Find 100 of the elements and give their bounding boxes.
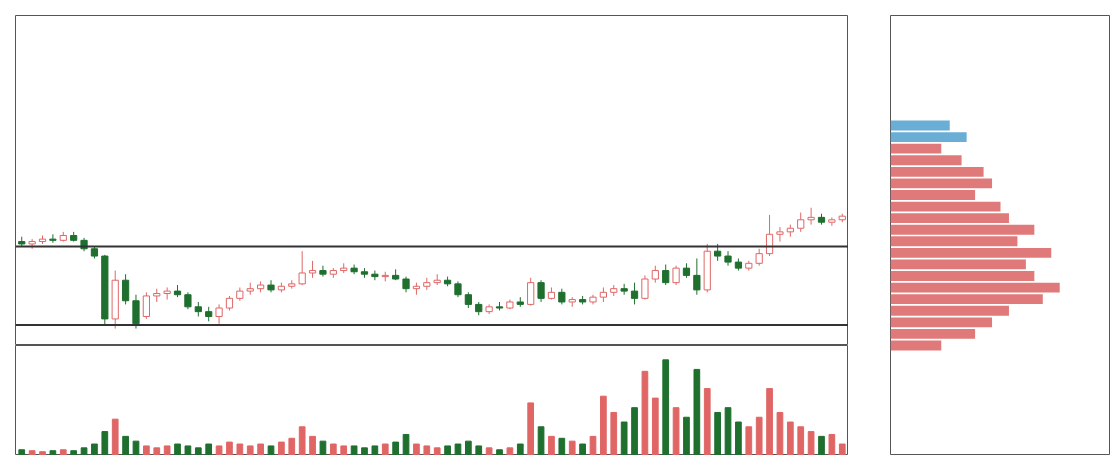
candlestick <box>672 265 680 286</box>
bar <box>683 416 690 455</box>
bar <box>745 426 753 455</box>
bar <box>70 450 78 455</box>
bar <box>568 440 576 455</box>
bar <box>205 443 213 455</box>
bar <box>890 190 976 200</box>
bar <box>807 431 815 455</box>
candlestick <box>132 294 140 330</box>
bar <box>797 426 805 455</box>
bar <box>423 445 431 455</box>
bar <box>91 443 98 455</box>
bar <box>215 445 223 455</box>
bar <box>59 449 67 455</box>
bar <box>786 421 794 455</box>
candlestick <box>641 274 649 301</box>
candlestick <box>537 279 545 303</box>
bar <box>776 411 784 455</box>
bar <box>496 449 503 455</box>
bar <box>101 431 109 455</box>
bar <box>558 437 566 455</box>
bar <box>340 445 348 455</box>
bar <box>516 443 524 455</box>
bar <box>319 440 327 455</box>
bar <box>413 443 420 455</box>
bar <box>506 447 514 455</box>
candlestick <box>371 270 379 281</box>
bar <box>662 359 670 455</box>
candlestick <box>724 250 732 267</box>
bar <box>433 447 441 455</box>
candlestick <box>828 216 836 227</box>
bar <box>39 451 46 455</box>
bar <box>475 445 483 455</box>
bar <box>485 447 493 455</box>
bar <box>371 445 379 455</box>
bar <box>226 441 233 455</box>
bar <box>184 445 192 455</box>
bar <box>257 443 264 455</box>
bar <box>620 421 628 455</box>
bar <box>735 421 742 455</box>
bar <box>838 443 846 455</box>
bar <box>309 435 316 455</box>
bar <box>122 435 129 455</box>
bar <box>329 443 337 455</box>
bar <box>350 445 358 455</box>
candlestick <box>163 286 171 301</box>
bar <box>80 447 88 455</box>
bar <box>579 443 586 455</box>
bar <box>288 437 296 455</box>
bar <box>246 445 254 455</box>
bar <box>381 443 389 455</box>
bar <box>18 449 26 455</box>
bar <box>890 271 1035 281</box>
bar <box>454 443 462 455</box>
bar <box>49 450 57 455</box>
bar <box>672 407 680 455</box>
candlestick <box>662 264 670 286</box>
bar <box>600 395 607 455</box>
bar <box>589 435 597 455</box>
candlestick <box>142 291 150 320</box>
bar <box>174 443 181 455</box>
bar <box>527 402 535 455</box>
bar <box>278 441 285 455</box>
candlestick <box>797 212 805 233</box>
bar <box>392 441 399 455</box>
candlestick <box>298 250 306 286</box>
bar <box>361 447 368 455</box>
bar <box>267 445 275 455</box>
bar <box>818 435 825 455</box>
bar <box>548 435 555 455</box>
bar <box>724 407 732 455</box>
candlestick <box>776 226 784 243</box>
bar <box>890 213 1009 224</box>
candlestick <box>215 303 223 325</box>
bar <box>610 411 618 455</box>
bar <box>890 259 1026 270</box>
bar <box>194 447 202 455</box>
bar <box>631 407 638 455</box>
bar <box>703 388 711 455</box>
bar <box>651 397 659 455</box>
bar <box>766 388 773 455</box>
candlestick <box>807 207 815 226</box>
candlestick <box>319 265 327 278</box>
bar <box>153 447 161 455</box>
bar <box>28 450 36 455</box>
bar <box>402 433 410 455</box>
candlestick <box>121 273 130 305</box>
bar <box>298 426 306 455</box>
bar <box>890 201 1001 212</box>
candlestick <box>693 257 701 296</box>
bar <box>641 370 649 455</box>
bar <box>714 411 721 455</box>
candlestick <box>49 233 57 244</box>
bar <box>465 440 472 455</box>
candlestick <box>630 282 639 305</box>
bar <box>890 329 976 339</box>
bar <box>132 440 140 455</box>
bar <box>537 426 545 455</box>
bar <box>143 445 150 455</box>
bar <box>693 368 701 455</box>
